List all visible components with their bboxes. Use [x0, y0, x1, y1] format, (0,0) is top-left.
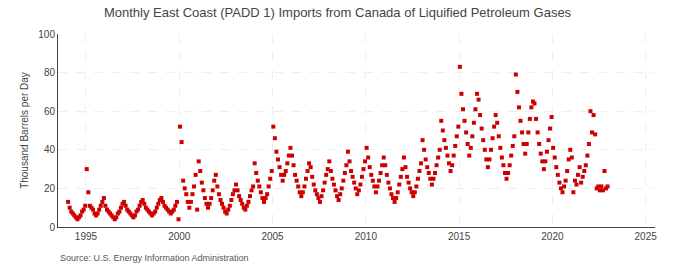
svg-text:2025: 2025 — [635, 231, 658, 242]
svg-text:60: 60 — [44, 106, 56, 117]
svg-text:Source: U.S. Energy Informatio: Source: U.S. Energy Information Administ… — [60, 253, 249, 263]
svg-text:2015: 2015 — [448, 231, 471, 242]
svg-text:20: 20 — [44, 183, 56, 194]
svg-text:1995: 1995 — [75, 231, 98, 242]
svg-text:Thousand Barrels per Day: Thousand Barrels per Day — [19, 72, 30, 189]
svg-text:2010: 2010 — [355, 231, 378, 242]
svg-text:Monthly East Coast (PADD 1) Im: Monthly East Coast (PADD 1) Imports from… — [104, 5, 572, 20]
svg-text:40: 40 — [44, 144, 56, 155]
svg-text:0: 0 — [49, 222, 55, 233]
svg-text:2000: 2000 — [168, 231, 191, 242]
svg-text:80: 80 — [44, 67, 56, 78]
svg-text:2020: 2020 — [541, 231, 564, 242]
svg-text:100: 100 — [38, 29, 55, 40]
svg-text:2005: 2005 — [261, 231, 284, 242]
